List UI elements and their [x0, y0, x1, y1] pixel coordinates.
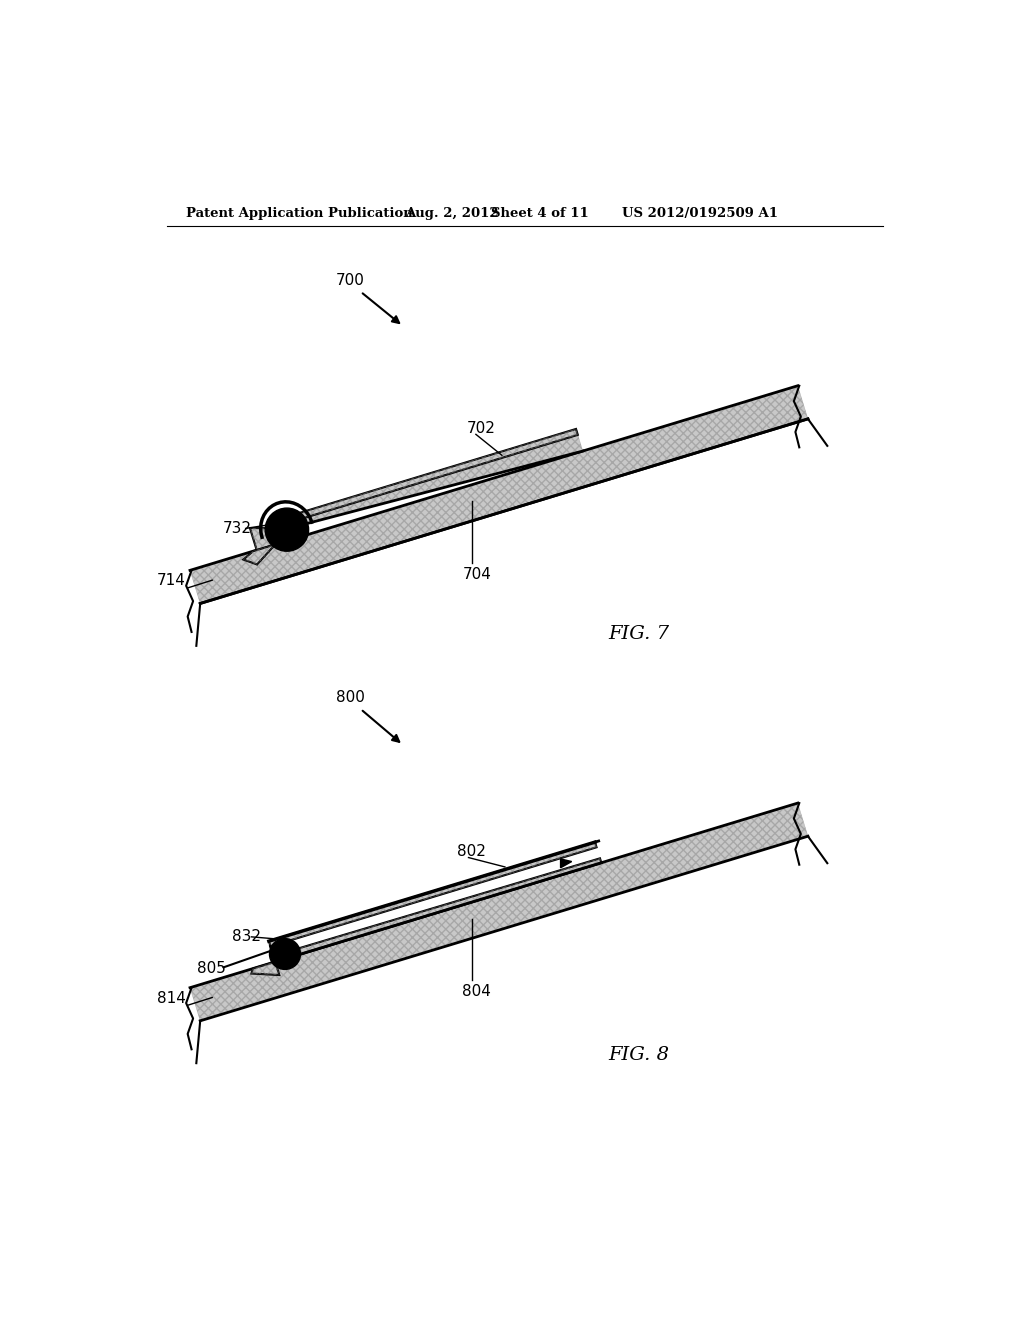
Text: 805: 805: [198, 961, 226, 975]
Polygon shape: [244, 544, 275, 565]
Text: FIG. 7: FIG. 7: [608, 626, 670, 643]
Text: Patent Application Publication: Patent Application Publication: [186, 207, 413, 220]
Text: 804: 804: [462, 985, 492, 999]
Polygon shape: [268, 429, 578, 528]
Text: Aug. 2, 2012: Aug. 2, 2012: [406, 207, 499, 220]
Polygon shape: [252, 962, 280, 975]
Polygon shape: [273, 858, 601, 962]
Text: US 2012/0192509 A1: US 2012/0192509 A1: [623, 207, 778, 220]
Text: 702: 702: [467, 421, 496, 436]
Polygon shape: [190, 385, 808, 603]
Text: Sheet 4 of 11: Sheet 4 of 11: [490, 207, 589, 220]
Text: 704: 704: [462, 568, 492, 582]
Text: 700: 700: [336, 272, 365, 288]
Text: 802: 802: [457, 843, 485, 859]
Polygon shape: [270, 434, 583, 528]
Text: 732: 732: [222, 521, 251, 536]
Text: 800: 800: [336, 690, 365, 705]
Polygon shape: [190, 803, 808, 1020]
Polygon shape: [269, 842, 597, 946]
Text: 814: 814: [158, 990, 186, 1006]
Circle shape: [269, 939, 300, 969]
Text: FIG. 8: FIG. 8: [608, 1047, 670, 1064]
Polygon shape: [250, 528, 275, 550]
Circle shape: [265, 508, 308, 552]
Text: 832: 832: [232, 929, 261, 944]
Text: 714: 714: [158, 573, 186, 589]
Polygon shape: [560, 859, 571, 867]
